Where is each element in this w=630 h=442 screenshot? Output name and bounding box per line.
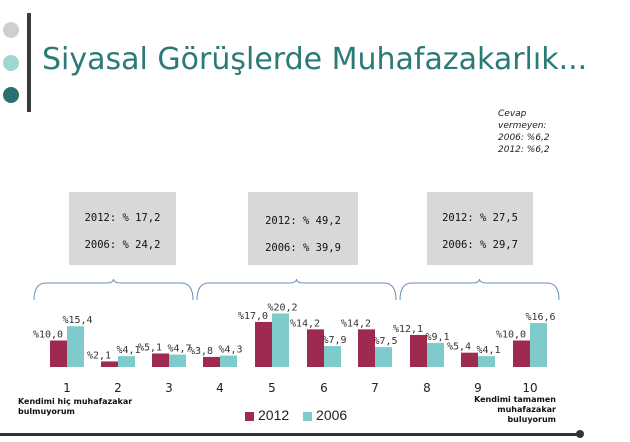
bar-2012-9 — [461, 352, 478, 367]
group-2-2012: 2012: % 49,2 — [265, 215, 341, 227]
label-2006-9: %4,1 — [476, 345, 500, 356]
legend-swatch-2012 — [245, 411, 254, 421]
bar-2012-1 — [50, 340, 67, 367]
label-2006-2: %4,1 — [116, 345, 140, 356]
bar-2006-1 — [67, 326, 84, 367]
category-label-10: 10 — [522, 381, 537, 395]
category-label-2: 2 — [114, 381, 122, 395]
scale-right-caption: Kendimi tamamen muhafazakar buluyorum — [470, 395, 556, 425]
group-summary-box-2: 2012: % 49,2 2006: % 39,9 — [248, 192, 358, 265]
bar-2012-6 — [307, 329, 324, 367]
bar-2006-10 — [530, 323, 547, 367]
bar-2012-4 — [203, 356, 220, 367]
legend-item-2012: 2012 — [245, 407, 289, 423]
bottom-rule — [0, 433, 580, 436]
label-2006-4: %4,3 — [218, 345, 242, 356]
label-2012-6: %14,2 — [290, 318, 320, 329]
bar-2012-5 — [255, 321, 272, 367]
decor-dot-3 — [3, 87, 19, 103]
note-line-1: Cevap — [498, 109, 527, 119]
chart-legend: 2012 2006 — [245, 407, 357, 423]
group-1-2006: 2006: % 24,2 — [84, 239, 161, 251]
bar-2012-2 — [101, 361, 118, 367]
group-1-2012: 2012: % 17,2 — [84, 212, 161, 224]
category-label-6: 6 — [320, 381, 328, 395]
no-answer-note: Cevap vermeyen: 2006: %6,2 2012: %6,2 — [498, 108, 550, 156]
label-2006-5: %20,2 — [267, 302, 297, 313]
label-2006-6: %7,9 — [322, 335, 346, 346]
bar-2006-3 — [169, 354, 186, 367]
right-caption-line-1: Kendimi tamamen — [474, 395, 556, 404]
bar-2006-7 — [375, 347, 392, 367]
legend-item-2006: 2006 — [303, 407, 347, 423]
bar-2006-5 — [272, 313, 289, 367]
left-caption-line-1: Kendimi hiç muhafazakar — [18, 397, 133, 406]
label-2012-9: %5,4 — [447, 342, 471, 353]
title-accent-bar — [27, 13, 31, 112]
scale-left-caption: Kendimi hiç muhafazakar bulmuyorum — [18, 397, 132, 417]
legend-swatch-2006 — [303, 411, 313, 421]
legend-label-2006: 2006 — [316, 407, 348, 423]
bar-2012-7 — [358, 329, 375, 367]
category-label-8: 8 — [423, 381, 431, 395]
note-line-3: 2006: %6,2 — [498, 133, 550, 143]
bar-2006-9 — [478, 356, 495, 367]
bar-2012-8 — [410, 334, 427, 367]
page-title: Siyasal Görüşlerde Muhafazakarlık... — [42, 42, 588, 77]
label-2012-2: %2,1 — [87, 350, 111, 361]
label-2012-10: %10,0 — [496, 330, 526, 341]
bar-2012-10 — [513, 340, 530, 367]
group-summary-box-1: 2012: % 17,2 2006: % 24,2 — [69, 192, 176, 265]
label-2012-1: %10,0 — [33, 330, 63, 341]
label-2012-7: %14,2 — [341, 318, 371, 329]
label-2006-1: %15,4 — [62, 315, 92, 326]
decor-dot-2 — [3, 55, 19, 71]
category-label-4: 4 — [216, 381, 224, 395]
bar-2006-8 — [427, 342, 444, 367]
legend-label-2012: 2012 — [258, 407, 290, 423]
category-label-3: 3 — [165, 381, 173, 395]
note-line-2: vermeyen: — [498, 121, 547, 131]
note-line-4: 2012: %6,2 — [498, 145, 550, 155]
group-3-2006: 2006: % 29,7 — [442, 239, 518, 251]
right-caption-line-2: muhafazakar — [497, 405, 556, 414]
bars-layer — [50, 313, 547, 367]
group-2-2006: 2006: % 39,9 — [265, 242, 341, 254]
group-3-2012: 2012: % 27,5 — [442, 212, 518, 224]
group-summary-box-3: 2012: % 27,5 2006: % 29,7 — [427, 192, 533, 265]
group-brackets — [33, 278, 560, 301]
group-bracket-3 — [399, 278, 560, 301]
category-label-9: 9 — [474, 381, 482, 395]
bar-2012-3 — [152, 353, 169, 367]
bar-2006-4 — [220, 355, 237, 367]
label-2006-10: %16,6 — [525, 312, 555, 323]
left-caption-line-2: bulmuyorum — [18, 407, 75, 416]
group-bracket-1 — [33, 278, 194, 301]
label-2012-4: %3,8 — [189, 346, 213, 357]
bottom-rule-end-dot — [576, 430, 584, 438]
category-label-7: 7 — [371, 381, 379, 395]
right-caption-line-3: buluyorum — [507, 415, 556, 424]
label-2012-5: %17,0 — [238, 311, 268, 322]
label-2006-8: %9,1 — [425, 332, 449, 343]
bar-2006-2 — [118, 356, 135, 367]
category-label-5: 5 — [268, 381, 276, 395]
label-2012-3: %5,1 — [138, 342, 162, 353]
decor-dot-1 — [3, 22, 19, 38]
group-bracket-2 — [196, 278, 397, 301]
category-label-1: 1 — [63, 381, 71, 395]
label-2006-7: %7,5 — [373, 336, 397, 347]
label-2012-8: %12,1 — [393, 324, 423, 335]
labels-layer: %10,0 %15,4 1 %2,1 %4,1 2 %5,1 %4,7 3 %3,8 %4,3 4 %1… — [33, 302, 556, 395]
label-2006-3: %4,7 — [167, 344, 191, 355]
bar-2006-6 — [324, 346, 341, 367]
